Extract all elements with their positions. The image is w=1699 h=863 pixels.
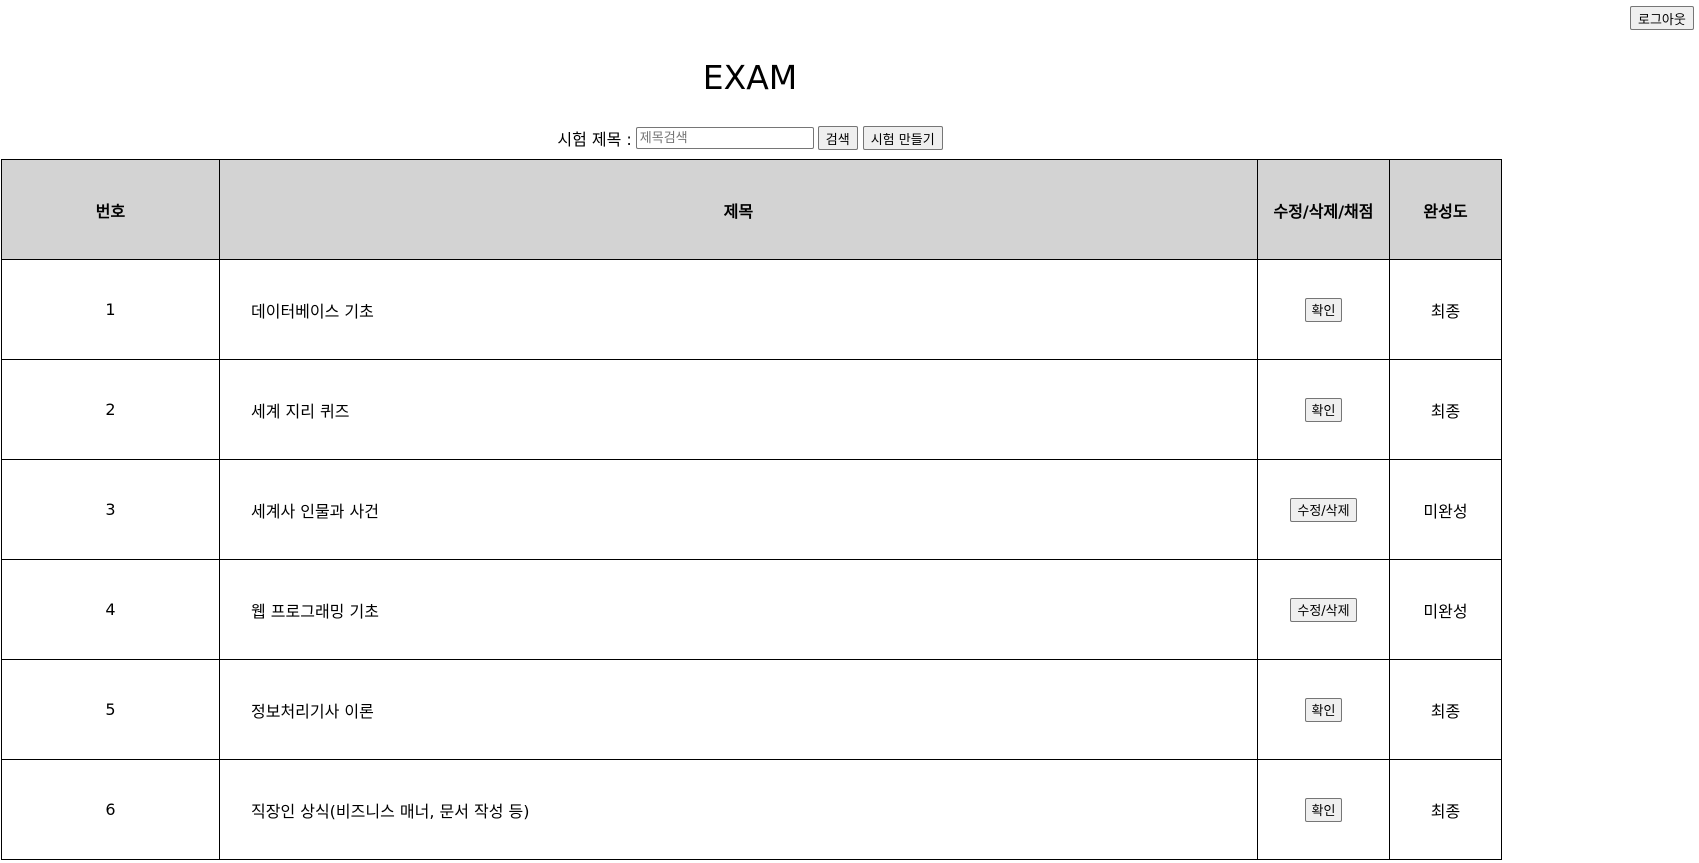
column-header-completion: 완성도 (1389, 159, 1502, 260)
exam-status: 최종 (1389, 759, 1502, 860)
column-header-title: 제목 (219, 159, 1258, 260)
table-row: 2 세계 지리 퀴즈 확인 최종 (1, 359, 1502, 460)
action-cell: 확인 (1257, 359, 1390, 460)
exam-number: 6 (1, 759, 220, 860)
action-cell: 확인 (1257, 659, 1390, 760)
search-bar: 시험 제목 : 검색 시험 만들기 (0, 125, 1500, 151)
table-row: 5 정보처리기사 이론 확인 최종 (1, 659, 1502, 760)
exam-status: 최종 (1389, 259, 1502, 360)
exam-number: 3 (1, 459, 220, 560)
exam-number: 5 (1, 659, 220, 760)
table-header-row: 번호 제목 수정/삭제/채점 완성도 (1, 159, 1502, 260)
exam-number: 1 (1, 259, 220, 360)
search-button[interactable]: 검색 (817, 126, 858, 150)
exam-title: 세계사 인물과 사건 (219, 459, 1258, 560)
action-cell: 확인 (1257, 259, 1390, 360)
action-cell: 수정/삭제 (1257, 459, 1390, 560)
action-cell: 수정/삭제 (1257, 559, 1390, 660)
action-cell: 확인 (1257, 759, 1390, 860)
confirm-button[interactable]: 확인 (1304, 697, 1343, 722)
create-exam-button[interactable]: 시험 만들기 (862, 126, 943, 150)
edit-delete-button[interactable]: 수정/삭제 (1290, 597, 1357, 622)
exam-title: 직장인 상식(비즈니스 매너, 문서 작성 등) (219, 759, 1258, 860)
exam-status: 최종 (1389, 359, 1502, 460)
logout-button[interactable]: 로그아웃 (1630, 6, 1694, 30)
exam-title: 데이터베이스 기초 (219, 259, 1258, 360)
exam-table: 번호 제목 수정/삭제/채점 완성도 1 데이터베이스 기초 확인 최종 2 세… (1, 159, 1502, 860)
table-row: 3 세계사 인물과 사건 수정/삭제 미완성 (1, 459, 1502, 560)
table-row: 6 직장인 상식(비즈니스 매너, 문서 작성 등) 확인 최종 (1, 759, 1502, 860)
exam-status: 미완성 (1389, 459, 1502, 560)
exam-title: 세계 지리 퀴즈 (219, 359, 1258, 460)
exam-title: 정보처리기사 이론 (219, 659, 1258, 760)
edit-delete-button[interactable]: 수정/삭제 (1290, 497, 1357, 522)
confirm-button[interactable]: 확인 (1304, 297, 1343, 322)
exam-status: 최종 (1389, 659, 1502, 760)
column-header-actions: 수정/삭제/채점 (1257, 159, 1390, 260)
column-header-number: 번호 (1, 159, 220, 260)
search-label: 시험 제목 : (557, 130, 632, 149)
exam-status: 미완성 (1389, 559, 1502, 660)
confirm-button[interactable]: 확인 (1304, 397, 1343, 422)
table-row: 4 웹 프로그래밍 기초 수정/삭제 미완성 (1, 559, 1502, 660)
exam-number: 2 (1, 359, 220, 460)
search-input[interactable] (635, 127, 814, 149)
confirm-button[interactable]: 확인 (1304, 797, 1343, 822)
exam-number: 4 (1, 559, 220, 660)
page-title: EXAM (702, 58, 798, 97)
exam-title: 웹 프로그래밍 기초 (219, 559, 1258, 660)
table-row: 1 데이터베이스 기초 확인 최종 (1, 259, 1502, 360)
